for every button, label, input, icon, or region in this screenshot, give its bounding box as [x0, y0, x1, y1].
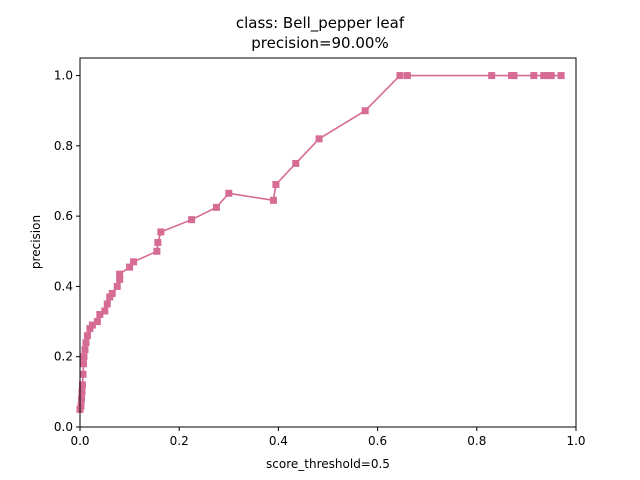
data-point-marker	[77, 402, 85, 410]
data-point-marker	[225, 189, 233, 197]
y-tick-label: 1.0	[54, 69, 73, 83]
x-tick-label: 0.4	[269, 434, 288, 448]
data-point-marker	[83, 332, 91, 340]
data-point-marker	[106, 293, 114, 301]
series-layer	[76, 72, 565, 413]
data-point-marker	[530, 72, 538, 80]
x-tick-label: 0.2	[170, 434, 189, 448]
data-point-marker	[108, 289, 116, 297]
chart-title-line1: class: Bell_pepper leaf	[236, 14, 405, 33]
data-point-marker	[116, 270, 124, 278]
data-point-marker	[113, 282, 121, 290]
data-point-marker	[403, 72, 411, 80]
data-point-marker	[93, 318, 101, 326]
y-tick-label: 0.4	[54, 279, 73, 293]
data-point-marker	[269, 196, 277, 204]
data-point-marker	[82, 339, 90, 347]
y-axis-label: precision	[29, 215, 43, 269]
data-point-marker	[88, 321, 96, 329]
data-point-marker	[292, 159, 300, 167]
data-point-marker	[96, 311, 104, 319]
plot-frame	[79, 57, 577, 428]
data-point-marker	[212, 203, 220, 211]
data-point-marker	[80, 353, 88, 361]
data-point-marker	[361, 107, 369, 115]
data-point-marker	[510, 72, 518, 80]
y-tick-label: 0.6	[54, 209, 73, 223]
data-point-marker	[78, 381, 86, 389]
data-point-marker	[103, 300, 111, 308]
data-point-marker	[101, 307, 109, 315]
data-point-marker	[130, 258, 138, 266]
data-point-marker	[557, 72, 565, 80]
data-point-marker	[154, 239, 162, 246]
data-point-marker	[79, 370, 87, 378]
data-point-marker	[188, 216, 196, 224]
data-point-marker	[315, 135, 323, 143]
data-point-marker	[157, 228, 165, 236]
x-tick-label: 1.0	[566, 434, 585, 448]
data-point-marker	[488, 72, 496, 80]
data-point-marker	[86, 325, 94, 333]
y-tick-label: 0.8	[54, 139, 73, 153]
series-line	[79, 74, 562, 410]
chart-title-line2: precision=90.00%	[251, 34, 388, 52]
x-tick-label: 0.6	[368, 434, 387, 448]
data-point-marker	[547, 72, 555, 80]
data-point-marker	[540, 72, 548, 80]
y-tick-label: 0.0	[54, 420, 73, 434]
data-point-marker	[79, 360, 87, 368]
data-point-marker	[78, 388, 86, 396]
data-point-marker	[272, 181, 280, 189]
x-tick-label: 0.8	[467, 434, 486, 448]
x-axis-label: score_threshold=0.5	[266, 457, 390, 471]
data-point-marker	[126, 263, 134, 271]
data-point-marker	[77, 395, 85, 403]
y-axis-ticks: 0.0 0.2 0.4 0.6 0.8 1.0	[54, 69, 80, 434]
data-point-marker	[396, 72, 404, 80]
data-point-marker	[81, 346, 89, 354]
x-tick-label: 0.0	[70, 434, 89, 448]
data-point-marker	[153, 247, 161, 255]
data-point-marker	[116, 275, 124, 283]
x-axis-ticks: 0.0 0.2 0.4 0.6 0.8 1.0	[70, 427, 586, 448]
y-tick-label: 0.2	[54, 350, 73, 364]
